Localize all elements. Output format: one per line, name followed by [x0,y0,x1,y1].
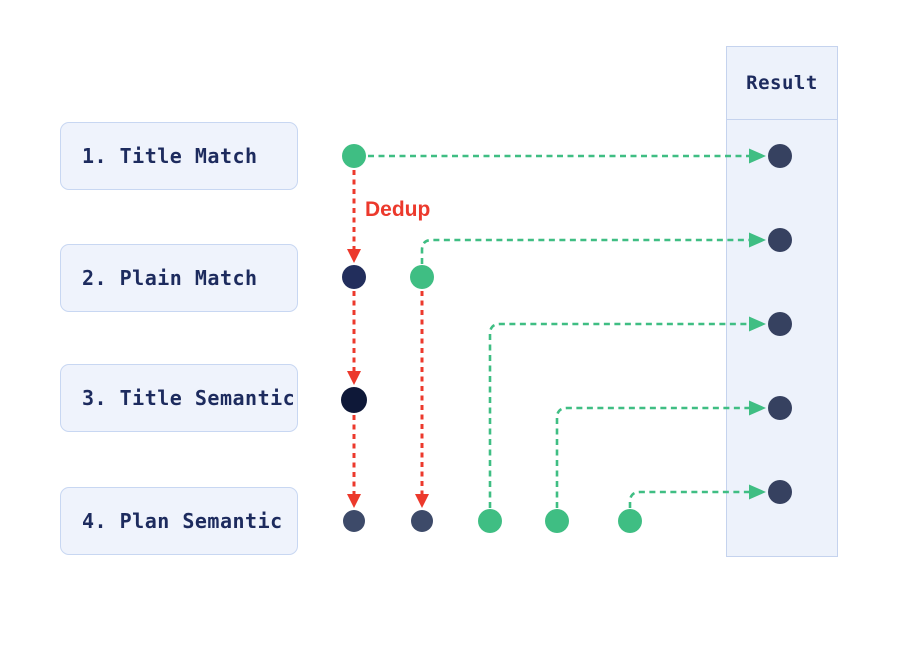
merge-arrow-stage4a [488,322,749,508]
merge-arrow-stage4b [555,406,749,508]
result-dot-2 [768,228,792,252]
stage4-dedup-dot-1 [343,510,365,532]
result-dot-3 [768,312,792,336]
stage-box-plan-semantic: 4. Plan Semantic [60,487,298,555]
stage2-dedup-dot [342,265,366,289]
stage-label-plain-match: 2. Plain Match [82,266,258,290]
stage3-dedup-dot [341,387,367,413]
stage-box-title-semantic: 3. Title Semantic [60,364,298,432]
result-dot-1 [768,144,792,168]
dedup-arrowhead-3-4 [347,494,361,508]
dedup-arrowhead-2-4 [415,494,429,508]
merge-arrow-stage2 [420,238,749,264]
stage-box-title-match: 1. Title Match [60,122,298,190]
result-panel-header: Result [727,47,837,120]
stage4-new-dot-2 [545,509,569,533]
result-dot-4 [768,396,792,420]
stage4-new-dot-1 [478,509,502,533]
stage-label-title-match: 1. Title Match [82,144,258,168]
stage-label-plan-semantic: 4. Plan Semantic [82,509,283,533]
dedup-arrowhead-2-3 [347,371,361,385]
stage4-new-dot-3 [618,509,642,533]
stage-label-title-semantic: 3. Title Semantic [82,386,296,410]
stage2-new-dot [410,265,434,289]
stage4-dedup-dot-2 [411,510,433,532]
stage1-new-dot [342,144,366,168]
stage-box-plain-match: 2. Plain Match [60,244,298,312]
result-panel-title: Result [746,72,818,94]
dedup-arrowhead-1-2 [347,249,361,263]
result-dot-5 [768,480,792,504]
dedup-label: Dedup [365,198,431,221]
